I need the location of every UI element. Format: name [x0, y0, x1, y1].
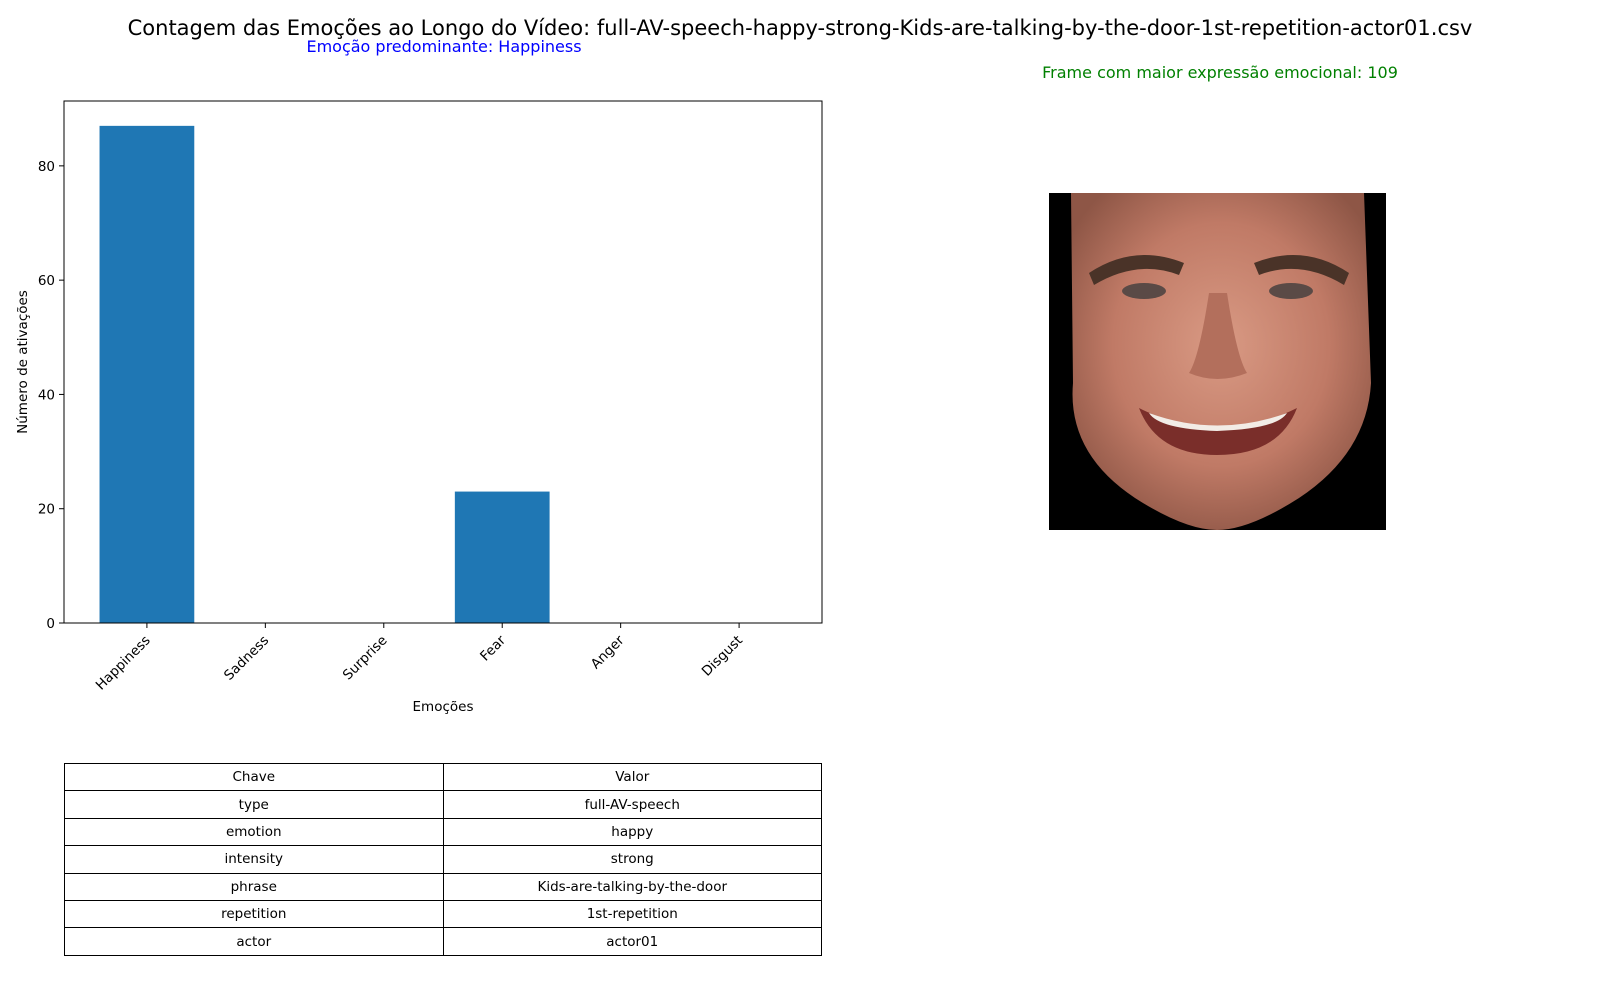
y-axis-label: Número de ativações [15, 290, 31, 434]
y-tick-label: 40 [38, 387, 55, 403]
table-key-cell: actor [64, 927, 444, 956]
chart-title: Contagem das Emoções ao Longo do Vídeo: … [127, 16, 1473, 40]
table-value-cell: Kids-are-talking-by-the-door [442, 872, 822, 901]
x-tick-label: Surprise [340, 633, 391, 684]
table-value-cell: strong [442, 845, 822, 874]
y-tick-label: 80 [38, 159, 55, 175]
table-key-cell: type [64, 790, 444, 819]
y-tick-label: 0 [46, 616, 55, 632]
table-key-cell: repetition [64, 899, 444, 929]
x-tick-label: Fear [477, 632, 509, 664]
x-tick-label: Anger [588, 632, 628, 672]
table-row: emotion happy [64, 817, 822, 847]
table-row: intensity strong [64, 845, 822, 874]
bar-fear [454, 491, 550, 623]
metadata-table: Chave Valor type full-AV-speech emotion happy… [64, 762, 822, 956]
y-tick-label: 20 [38, 502, 55, 518]
emotion-bar-chart: Happiness Sadness Surprise Fear Anger Disgust… [15, 100, 823, 715]
face-photo [1049, 193, 1386, 530]
table-row: repetition 1st-repetition [64, 899, 822, 929]
table-value-cell: full-AV-speech [442, 790, 822, 819]
table-header-cell: Chave [64, 762, 444, 792]
peak-frame-label: Frame com maior expressão emocional: 109 [1042, 63, 1398, 82]
bar-happiness [99, 125, 195, 623]
table-row: actor actor01 [64, 927, 822, 956]
table-value-cell: 1st-repetition [442, 899, 822, 929]
table-header-row: Chave Valor [64, 762, 822, 792]
table-row: phrase Kids-are-talking-by-the-door [64, 872, 822, 901]
y-tick-label: 60 [38, 273, 55, 289]
table-key-cell: intensity [64, 845, 444, 874]
table-value-cell: actor01 [442, 927, 822, 956]
x-tick-label: Disgust [699, 633, 746, 680]
predominant-emotion-label: Emoção predominante: Happiness [306, 37, 582, 56]
table-row: type full-AV-speech [64, 790, 822, 819]
x-axis-label: Emoções [413, 699, 474, 715]
table-header-cell: Valor [442, 762, 822, 792]
table-key-cell: phrase [64, 872, 444, 901]
table-key-cell: emotion [64, 817, 444, 847]
table-value-cell: happy [442, 817, 822, 847]
x-tick-label: Sadness [221, 633, 272, 684]
x-tick-label: Happiness [93, 633, 154, 694]
